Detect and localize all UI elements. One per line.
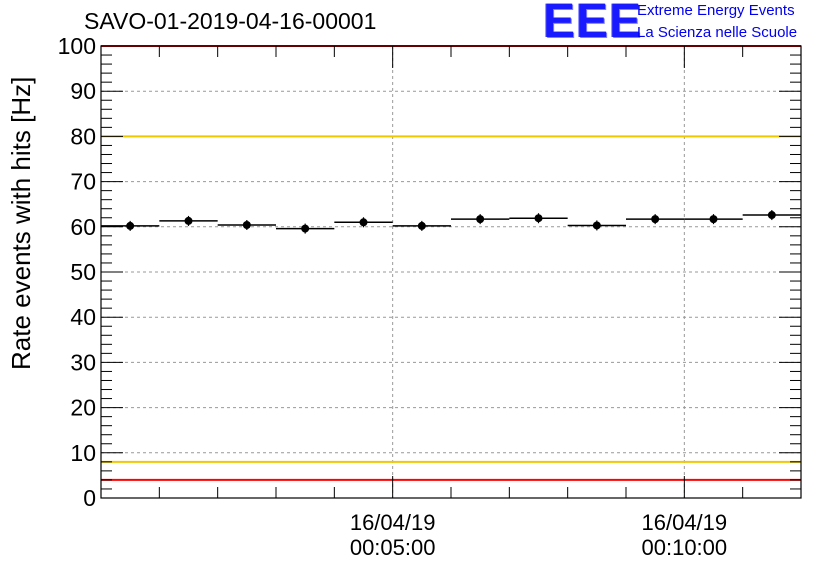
data-point-marker xyxy=(534,214,543,223)
data-point-marker xyxy=(126,221,135,230)
chart-title: SAVO-01-2019-04-16-00001 xyxy=(84,8,377,34)
y-tick-label: 100 xyxy=(58,33,96,59)
y-tick-label: 20 xyxy=(70,395,96,421)
data-point xyxy=(742,210,801,221)
y-tick-label: 70 xyxy=(70,169,96,195)
data-point xyxy=(101,220,160,231)
data-point xyxy=(509,213,568,224)
y-tick-label: 50 xyxy=(70,259,96,285)
y-tick-label: 30 xyxy=(70,349,96,375)
data-point-marker xyxy=(359,218,368,227)
data-point xyxy=(217,219,276,230)
x-tick-label: 16/04/19 00:10:00 xyxy=(614,510,754,560)
data-point-marker xyxy=(476,215,485,224)
axis-ticks xyxy=(100,45,802,499)
grid-lines xyxy=(101,46,801,498)
data-point xyxy=(567,220,626,231)
y-tick-label: 10 xyxy=(70,440,96,466)
data-point-marker xyxy=(709,215,718,224)
data-point-marker xyxy=(767,211,776,220)
data-point xyxy=(276,223,335,234)
x-tick-date: 16/04/19 xyxy=(641,510,728,535)
logo-caption-line2: La Scienza nelle Scuole xyxy=(637,24,798,41)
data-point-marker xyxy=(651,215,660,224)
logo-caption-line1: Extreme Energy Events xyxy=(637,2,795,19)
data-points xyxy=(101,210,801,234)
data-point xyxy=(334,217,393,228)
data-point-marker xyxy=(592,221,601,230)
data-point-marker xyxy=(242,220,251,229)
data-point-marker xyxy=(184,216,193,225)
x-tick-time: 00:10:00 xyxy=(641,535,728,560)
data-point xyxy=(392,220,451,231)
data-point xyxy=(684,214,743,225)
data-point xyxy=(159,215,218,226)
data-point xyxy=(626,214,685,225)
reference-lines xyxy=(101,45,801,481)
data-point-marker xyxy=(301,224,310,233)
eee-logo: EEE xyxy=(543,0,643,48)
x-tick-date: 16/04/19 xyxy=(349,510,436,535)
data-point-marker xyxy=(417,221,426,230)
data-point xyxy=(451,214,510,225)
x-tick-time: 00:05:00 xyxy=(349,535,436,560)
y-tick-label: 80 xyxy=(70,123,96,149)
y-tick-label: 60 xyxy=(70,214,96,240)
y-tick-label: 0 xyxy=(83,485,96,511)
y-tick-label: 40 xyxy=(70,304,96,330)
y-tick-label: 90 xyxy=(70,78,96,104)
y-tick-labels: 0 10 20 30 40 50 60 70 80 90 100 xyxy=(58,33,96,511)
x-tick-label: 16/04/19 00:05:00 xyxy=(323,510,463,560)
